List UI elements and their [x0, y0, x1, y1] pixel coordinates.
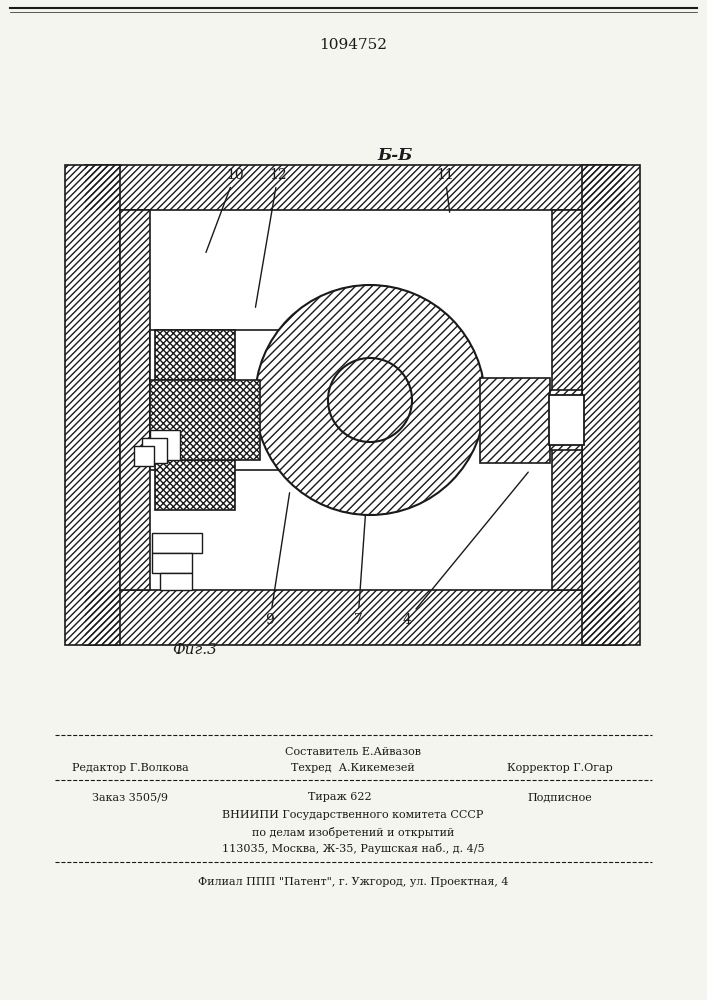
Bar — [550, 390, 582, 450]
Bar — [85, 165, 625, 210]
Text: 9: 9 — [266, 493, 290, 627]
Text: Фиг.3: Фиг.3 — [173, 643, 218, 657]
Bar — [155, 460, 235, 510]
Text: 12: 12 — [255, 168, 287, 307]
Circle shape — [328, 358, 412, 442]
Bar — [152, 533, 202, 553]
Text: 11: 11 — [436, 168, 454, 212]
Bar — [65, 165, 120, 645]
Bar — [150, 330, 280, 470]
Text: Филиал ППП "Патент", г. Ужгород, ул. Проектная, 4: Филиал ППП "Патент", г. Ужгород, ул. Про… — [198, 877, 508, 887]
Text: Б-Б: Б-Б — [378, 146, 413, 163]
Bar — [160, 573, 192, 590]
Bar — [150, 380, 260, 460]
Text: Редактор Г.Волкова: Редактор Г.Волкова — [71, 763, 188, 773]
Bar — [65, 165, 120, 645]
Text: 4: 4 — [402, 472, 528, 627]
Text: ВНИИПИ Государственного комитета СССР: ВНИИПИ Государственного комитета СССР — [222, 810, 484, 820]
Bar — [150, 430, 180, 460]
Bar — [582, 165, 640, 645]
Text: 1094752: 1094752 — [319, 38, 387, 52]
Bar — [134, 446, 154, 466]
Text: 10: 10 — [206, 168, 244, 252]
Text: 113035, Москва, Ж-35, Раушская наб., д. 4/5: 113035, Москва, Ж-35, Раушская наб., д. … — [222, 844, 484, 854]
Bar — [120, 210, 150, 590]
Bar — [550, 390, 582, 450]
Bar — [85, 165, 625, 210]
Bar — [85, 590, 625, 645]
Bar — [480, 378, 550, 463]
Bar — [152, 553, 192, 573]
Bar — [480, 378, 550, 463]
Text: Тираж 622: Тираж 622 — [308, 792, 372, 802]
Text: Корректор Г.Огар: Корректор Г.Огар — [507, 763, 613, 773]
Bar — [150, 210, 552, 590]
Bar — [120, 210, 150, 590]
Text: Заказ 3505/9: Заказ 3505/9 — [92, 792, 168, 802]
Bar — [552, 210, 582, 590]
Text: 7: 7 — [354, 453, 370, 627]
Bar — [552, 210, 582, 590]
Bar — [582, 165, 640, 645]
Bar — [85, 590, 625, 645]
Bar — [549, 395, 584, 445]
Circle shape — [255, 285, 485, 515]
Text: Составитель Е.Айвазов: Составитель Е.Айвазов — [285, 747, 421, 757]
Bar — [155, 330, 235, 380]
Text: по делам изобретений и открытий: по делам изобретений и открытий — [252, 826, 454, 838]
Bar — [155, 330, 235, 380]
Bar — [142, 438, 167, 463]
Bar — [150, 380, 260, 460]
Text: Техред  А.Кикемезей: Техред А.Кикемезей — [291, 763, 415, 773]
Text: Подписное: Подписное — [527, 792, 592, 802]
Bar — [155, 460, 235, 510]
